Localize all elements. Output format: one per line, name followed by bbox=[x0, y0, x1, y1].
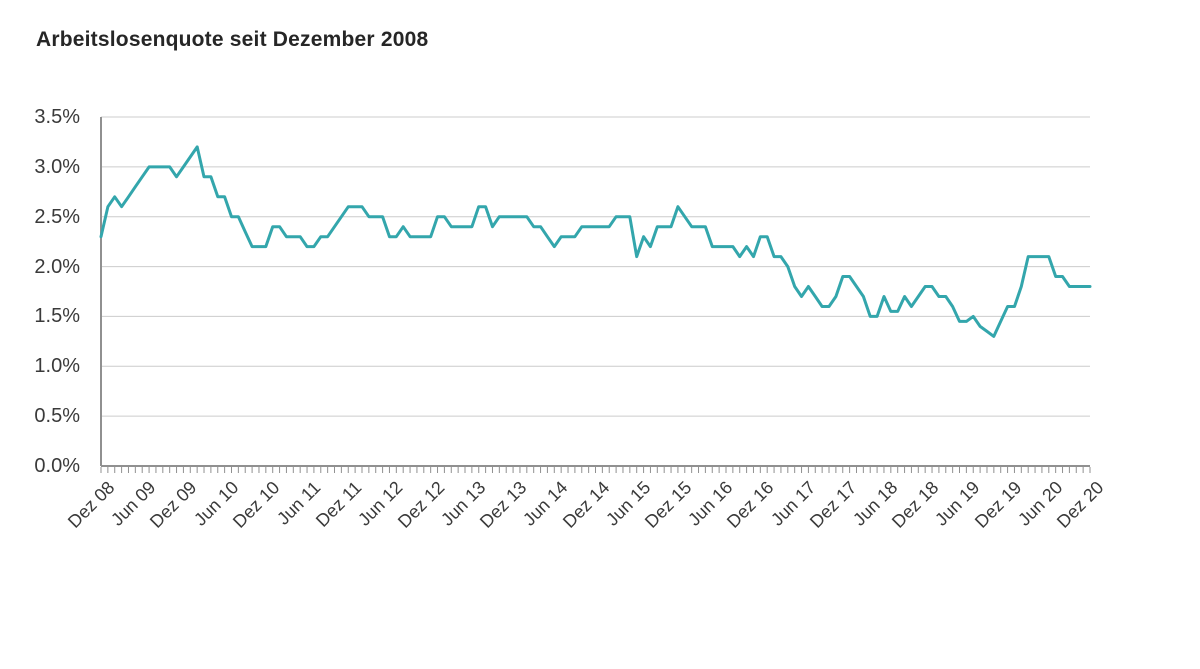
y-axis-label: 0.0% bbox=[34, 455, 80, 477]
y-axis-label: 2.5% bbox=[34, 205, 80, 228]
y-axis-label: 1.5% bbox=[34, 305, 80, 328]
y-axis-label: 2.0% bbox=[34, 255, 80, 278]
y-axis-label: 0.5% bbox=[34, 405, 80, 428]
unemployment-line-series bbox=[99, 145, 1092, 338]
chart-title: Arbeitslosenquote seit Dezember 2008 bbox=[36, 28, 429, 51]
y-axis-label: 3.0% bbox=[34, 155, 80, 178]
y-axis-label: 1.0% bbox=[34, 355, 80, 378]
y-axis-label: 3.5% bbox=[34, 106, 80, 128]
